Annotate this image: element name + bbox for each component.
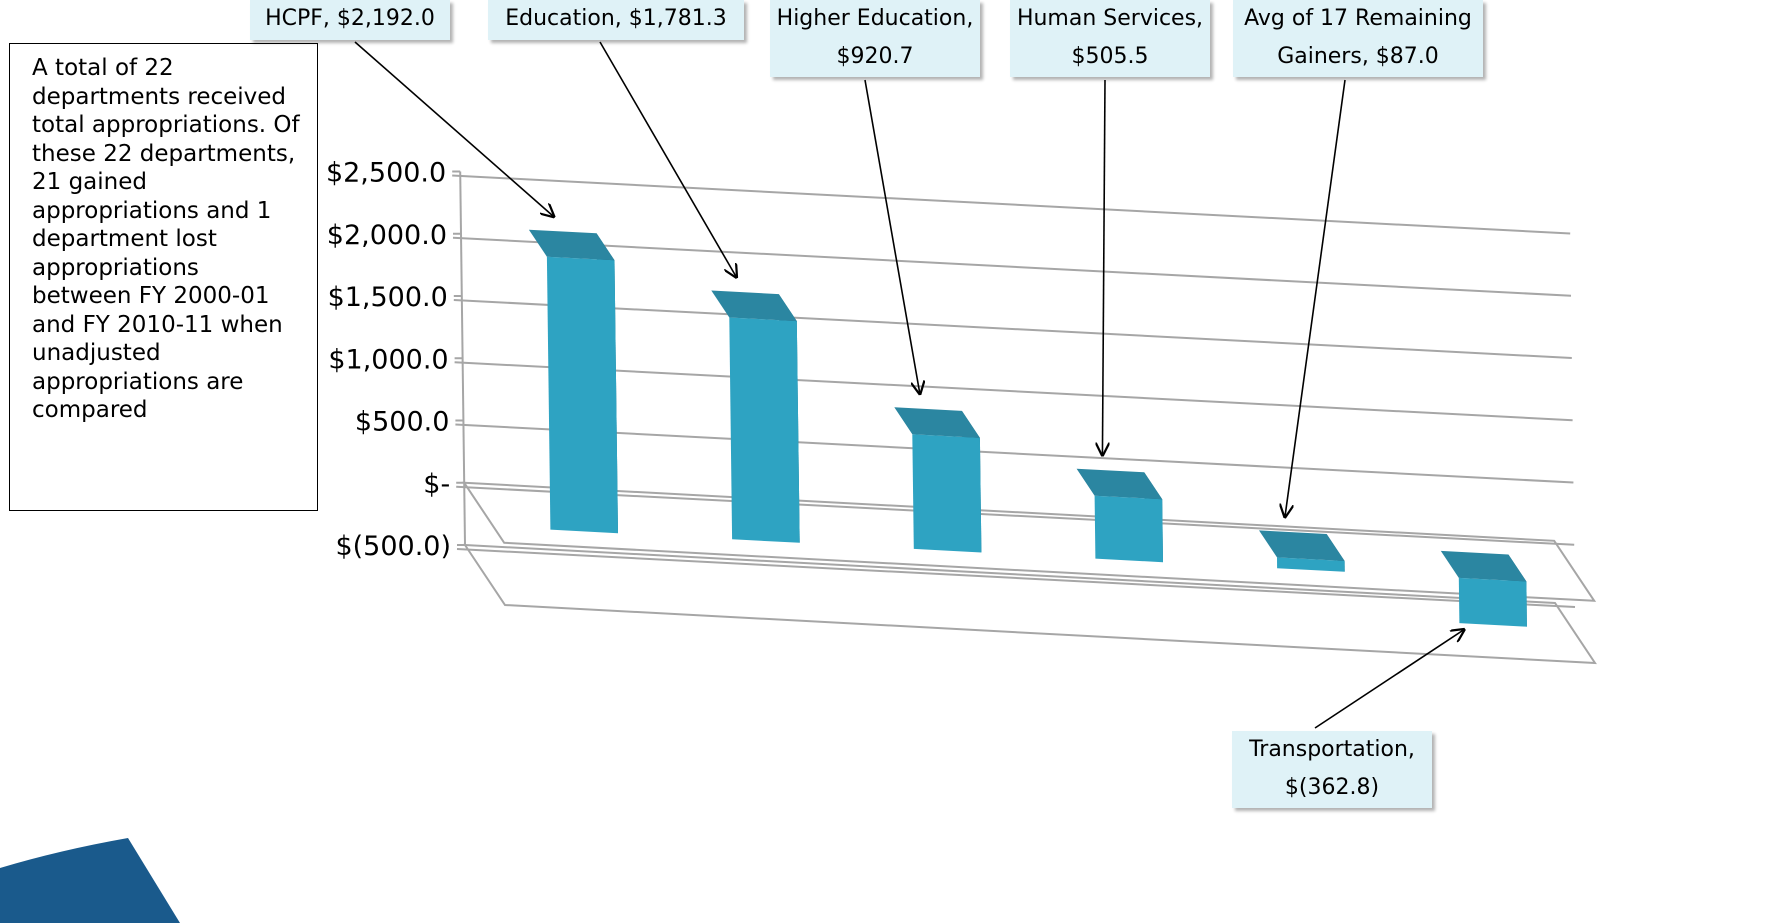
floor-plane bbox=[463, 543, 1597, 665]
data-label-line: Human Services, bbox=[1016, 6, 1204, 31]
zero-plane bbox=[462, 481, 1597, 602]
data-label-callout: Transportation, $(362.8) bbox=[1232, 731, 1432, 808]
leader-arrow bbox=[1314, 629, 1465, 729]
y-tick-label: $- bbox=[423, 469, 450, 500]
bar-higher-education bbox=[894, 407, 982, 553]
bar-human-services bbox=[1076, 468, 1163, 563]
y-tick-label: $500.0 bbox=[355, 407, 449, 438]
data-label-callout: Higher Education, $920.7 bbox=[770, 0, 980, 77]
y-tick-label: $2,500.0 bbox=[326, 158, 446, 189]
bar-top bbox=[1259, 530, 1345, 561]
data-label-callout: Human Services, $505.5 bbox=[1010, 0, 1210, 77]
bar-front bbox=[1458, 577, 1527, 627]
bar-front bbox=[546, 256, 618, 534]
data-label-callout: Education, $1,781.3 bbox=[488, 0, 744, 40]
gridline bbox=[454, 361, 1573, 422]
leader-arrow bbox=[1285, 79, 1346, 518]
annotation-note: A total of 22 departments received total… bbox=[9, 43, 318, 511]
bar-education bbox=[711, 290, 800, 543]
bars bbox=[528, 229, 1527, 627]
leader-arrow bbox=[1102, 79, 1105, 456]
data-label-line: $920.7 bbox=[836, 44, 914, 69]
leader-arrow bbox=[599, 41, 737, 278]
data-label-line: Education, $1,781.3 bbox=[505, 6, 727, 31]
gridline bbox=[453, 299, 1572, 359]
data-label-line: HCPF, $2,192.0 bbox=[265, 6, 435, 31]
leader-arrows bbox=[354, 41, 1465, 729]
gridline bbox=[456, 548, 1576, 608]
gridline bbox=[452, 236, 1572, 297]
y-tick-label: $(500.0) bbox=[335, 531, 451, 562]
bar-top bbox=[894, 407, 980, 438]
data-label-line: Higher Education, bbox=[776, 6, 974, 31]
bar-front bbox=[729, 317, 800, 543]
y-tick-label: $1,000.0 bbox=[328, 344, 448, 375]
data-label-line: Avg of 17 Remaining bbox=[1244, 6, 1472, 31]
bar-top bbox=[711, 290, 797, 322]
bar-front bbox=[1277, 557, 1345, 572]
bar-avg-of-17-remaining-gainers bbox=[1259, 530, 1345, 572]
bar-transportation bbox=[1440, 550, 1527, 627]
gridlines bbox=[452, 174, 1597, 665]
data-label-callout: HCPF, $2,192.0 bbox=[250, 0, 450, 40]
y-axis: $2,500.0 $2,000.0 $1,500.0 $1,000.0 $500.0 $-… bbox=[326, 158, 466, 562]
leader-arrow bbox=[354, 41, 555, 217]
data-label-line: Gainers, $87.0 bbox=[1277, 44, 1439, 69]
data-label-line: $(362.8) bbox=[1284, 775, 1380, 800]
data-label-line: Transportation, bbox=[1249, 737, 1415, 762]
bar-front bbox=[1094, 495, 1163, 563]
bar-top bbox=[1076, 468, 1163, 500]
bar-hcpf bbox=[528, 229, 618, 534]
bar-front bbox=[912, 434, 982, 553]
data-label-line: $505.5 bbox=[1071, 44, 1149, 69]
gridline bbox=[456, 485, 1575, 546]
y-tick-label: $1,500.0 bbox=[328, 282, 448, 313]
corner-accent-shape bbox=[0, 838, 180, 923]
gridline bbox=[455, 423, 1574, 484]
data-label-callout: Avg of 17 Remaining Gainers, $87.0 bbox=[1233, 0, 1483, 77]
bar-top bbox=[528, 229, 615, 261]
gridline bbox=[452, 174, 1571, 235]
y-tick-label: $2,000.0 bbox=[327, 220, 447, 251]
bar-top bbox=[1440, 550, 1527, 582]
leader-arrow bbox=[864, 79, 920, 395]
